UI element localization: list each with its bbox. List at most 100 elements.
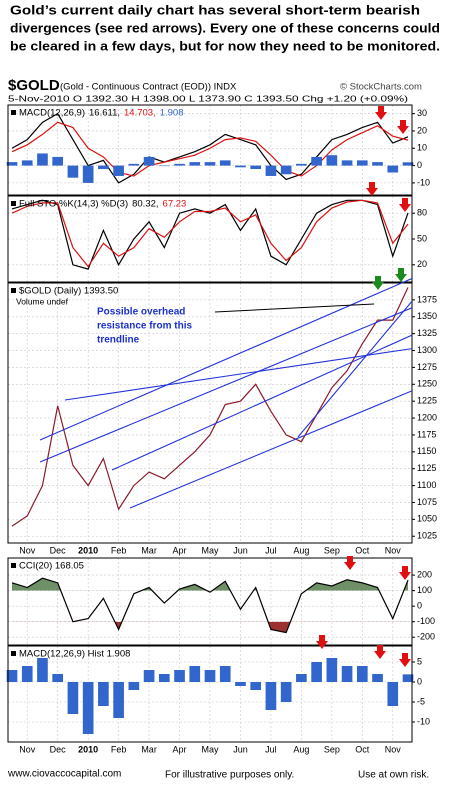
x-tick-label: Jul — [265, 744, 277, 754]
series-line — [11, 121, 409, 177]
y-tick-label: -100 — [417, 616, 435, 626]
annotation-line: resistance from this — [97, 321, 192, 332]
histogram-bar — [326, 155, 338, 166]
histogram-bar — [280, 682, 292, 702]
histogram-bar — [52, 674, 64, 682]
footer: www.ciovaccocapital.com For illustrative… — [7, 769, 429, 781]
headline-line: Gold’s current daily chart has several s… — [10, 2, 420, 17]
histogram-bar — [265, 165, 277, 176]
panel-frame — [7, 104, 413, 196]
y-tick-label: 1325 — [417, 328, 437, 338]
histogram-bar — [341, 666, 353, 682]
histogram-bar — [219, 666, 231, 682]
trendline — [39, 307, 412, 463]
x-tick-label: 2010 — [78, 545, 98, 555]
histogram-bar — [402, 162, 414, 166]
headline-line: divergences (see red arrows). Every one … — [10, 20, 440, 35]
legend-entry: 67.23 — [163, 199, 187, 210]
histogram-bar — [356, 160, 368, 166]
histogram-bar — [311, 156, 322, 166]
y-tick-label: 0 — [417, 601, 422, 611]
histogram-bar — [128, 163, 140, 166]
series-line — [11, 199, 409, 270]
annotation-pointer — [214, 303, 375, 313]
headline: Gold’s current daily chart has several s… — [10, 2, 440, 53]
footer-text: www.ciovaccocapital.com — [7, 769, 121, 780]
histogram-bar — [341, 160, 353, 166]
legend-entry: 14.703, — [124, 108, 156, 119]
y-tick-label: 1025 — [417, 531, 437, 541]
y-tick-label: 1050 — [417, 514, 437, 524]
trendlines — [39, 277, 412, 509]
histogram-bar — [311, 662, 322, 682]
histogram-bar — [235, 682, 246, 686]
histogram-bar — [174, 163, 185, 166]
y-tick-label: 1275 — [417, 362, 437, 372]
histogram-bar — [280, 165, 292, 175]
series-line — [11, 287, 409, 527]
panel-note: Volume undef — [16, 296, 69, 306]
footer-text: Use at own risk. — [358, 770, 429, 781]
histogram-bar — [98, 682, 109, 706]
x-tick-label: Sep — [324, 744, 340, 754]
y-tick-label: 1100 — [417, 480, 436, 490]
y-tick-label: 30 — [417, 108, 427, 118]
y-tick-label: -10 — [417, 177, 430, 187]
x-tick-label: 2010 — [78, 744, 98, 754]
y-tick-label: 20 — [417, 259, 427, 269]
x-tick-label: Oct — [355, 744, 370, 754]
histogram-bar — [265, 682, 277, 710]
y-tick-label: 1250 — [417, 379, 437, 389]
legend-swatch — [11, 563, 16, 568]
histogram-bar — [372, 674, 383, 682]
y-tick-label: 20 — [417, 125, 427, 135]
description: (Gold - Continuous Contract (EOD)) INDX — [60, 82, 237, 93]
histogram-bar — [296, 163, 307, 166]
x-tick-label: Aug — [293, 545, 309, 555]
x-tick-label: May — [201, 744, 219, 754]
histogram-bar — [204, 162, 216, 166]
histogram-bar — [235, 165, 246, 168]
panel-title: MACD(12,26,9) — [19, 108, 85, 119]
y-tick-label: 80 — [417, 208, 427, 218]
panel-frame — [7, 282, 413, 544]
histogram-bar — [113, 682, 124, 718]
histogram-bar — [204, 670, 216, 682]
trendline — [39, 277, 412, 441]
panel-title: MACD(12,26,9) Hist 1.908 — [19, 649, 130, 660]
y-tick-label: 1200 — [417, 412, 437, 422]
x-tick-label: Aug — [293, 744, 309, 754]
annotation-line: trendline — [97, 335, 140, 346]
trendline — [129, 390, 412, 509]
panel-title: Full STO %K(14,3) %D(3) — [19, 199, 128, 210]
trendline — [64, 348, 412, 401]
x-tick-label: Nov — [385, 744, 402, 754]
y-tick-label: 1150 — [417, 446, 436, 456]
x-tick-label: Dec — [50, 545, 67, 555]
y-tick-label: -10 — [417, 716, 430, 726]
histogram-bar — [387, 682, 399, 706]
panel-frame — [7, 195, 413, 283]
quote: 5-Nov-2010 O 1392.30 H 1398.00 L 1373.90… — [8, 93, 408, 103]
histogram-bar — [143, 670, 155, 682]
x-tick-label: Apr — [173, 744, 187, 754]
panel-frame — [7, 645, 413, 743]
panel-title: $GOLD (Daily) 1393.50 — [19, 286, 118, 297]
histogram-bar — [174, 670, 185, 682]
histogram-bar — [356, 666, 368, 682]
y-tick-label: 5 — [417, 656, 422, 666]
histogram-bar — [143, 156, 155, 166]
histogram-bar — [67, 682, 79, 714]
y-tick-label: 1350 — [417, 311, 437, 321]
histogram-bar — [402, 674, 414, 682]
y-tick-label: 10 — [417, 143, 427, 153]
histogram-bar — [82, 682, 94, 734]
histogram-bar — [128, 682, 140, 690]
series-line — [11, 199, 409, 268]
panel-title: CCI(20) 168.05 — [19, 561, 84, 572]
source: © StockCharts.com — [340, 82, 422, 93]
panel-frame — [7, 557, 413, 646]
legend-entry: 1.908 — [160, 108, 184, 119]
histogram-bar — [250, 165, 262, 170]
